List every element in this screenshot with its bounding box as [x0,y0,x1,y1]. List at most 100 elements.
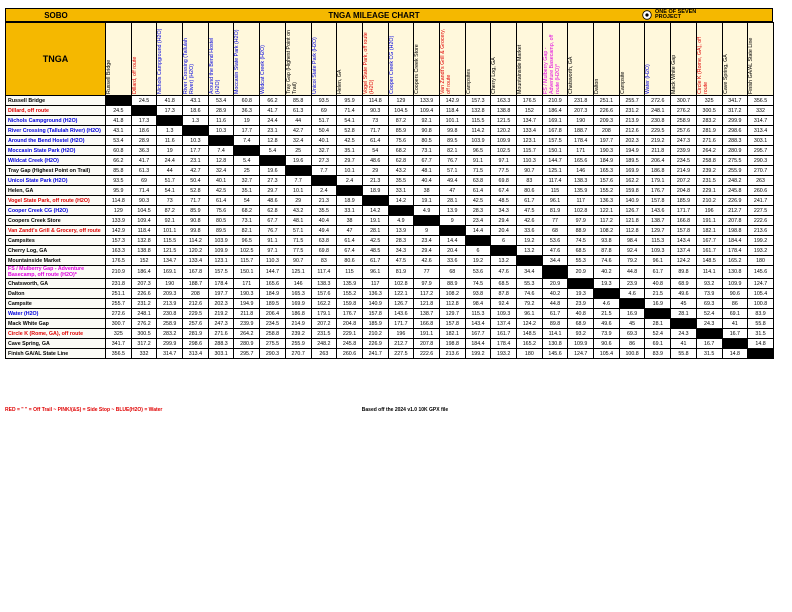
mileage-cell: 271.6 [207,328,235,339]
mileage-cell: 28.1 [644,318,672,329]
mileage-cell: 356.5 [105,348,132,359]
mileage-cell: 14.8 [747,338,774,349]
mileage-cell: 104.5 [387,105,415,116]
mileage-cell: 68.9 [567,318,595,329]
mileage-cell: 222.6 [747,215,774,226]
mileage-cell: 62.8 [387,155,415,166]
mileage-cell: 12.8 [259,135,286,146]
mileage-cell: 227.5 [747,205,774,216]
mileage-cell: 43.1 [182,95,209,106]
mileage-cell: 120.2 [182,245,209,256]
column-header: Campsite [618,22,646,96]
direction: SOBO [44,10,68,20]
mileage-cell: 14.8 [721,348,749,359]
mileage-cell: 41 [670,338,697,349]
mileage-cell: 25 [233,165,261,176]
column-label: Mountainside Market [517,44,523,94]
mileage-cell: 145.6 [747,265,774,279]
mileage-cell: 114.8 [105,195,132,206]
mileage-cell: 314.7 [156,348,184,359]
mileage-cell: 226.6 [130,288,158,299]
mileage-cell: 77.5 [490,165,517,176]
mileage-cell: 55.8 [747,318,774,329]
mileage-cell: 211.8 [233,308,261,319]
mileage-cell: 52.4 [695,308,723,319]
mileage-cell: 14.2 [361,205,389,216]
mileage-cell: 280.9 [233,338,261,349]
mileage-cell: 182.1 [695,225,723,236]
mileage-cell: 157.5 [541,135,569,146]
mileage-cell: 90.8 [182,215,209,226]
row-label: Moccasin State Park (H2O) [5,145,106,156]
mileage-cell: 48.1 [413,165,440,176]
mileage-cell: 14.2 [387,195,415,206]
mileage-cell: 165.2 [721,255,749,266]
mileage-cell: 61.4 [464,185,492,196]
mileage-cell: 112.8 [618,225,646,236]
mileage-cell: 110.3 [259,255,286,266]
mileage-cell: 191.1 [695,215,723,226]
mileage-cell: 263 [310,348,338,359]
mileage-cell: 67.7 [413,155,440,166]
diagonal-cell [259,155,286,166]
mileage-cell: 18.6 [130,125,158,136]
mileage-cell: 69.3 [695,298,723,309]
mileage-cell: 171 [567,145,595,156]
column-header: Vogel State Park, off route (H2O) [361,22,389,96]
mileage-cell: 157.5 [207,265,235,279]
mileage-cell: 299.9 [721,115,749,126]
mileage-cell: 121.5 [490,115,517,126]
mileage-cell: 89.8 [670,265,697,279]
mileage-cell: 176.5 [516,95,543,106]
mileage-cell: 45 [618,318,646,329]
column-label: Helen, GA [337,69,344,94]
mileage-cell: 272.6 [644,95,672,106]
mileage-cell: 35.5 [310,205,338,216]
mileage-cell: 295.7 [747,145,774,156]
mileage-cell: 98.4 [618,235,646,246]
mileage-cell: 5.4 [259,145,286,156]
mileage-cell: 71.4 [130,185,158,196]
mileage-cell: 42.5 [464,195,492,206]
row: Coopers Creek Store 133.9 109.4 92.1 90.8 80.… [5,215,774,226]
mileage-cell: 93.8 [593,235,620,246]
mileage-cell: 152 [130,255,158,266]
mileage-cell: 165.6 [567,155,595,166]
mileage-cell: 19.2 [464,255,492,266]
mileage-cell: 182.1 [438,328,466,339]
mileage-cell: 196 [695,205,723,216]
mileage-cell: 125.1 [284,265,312,279]
mileage-cell: 44.8 [541,298,569,309]
column-label: Coopers Creek Store [414,44,421,94]
mileage-cell: 10.1 [336,165,363,176]
mileage-cell: 93.5 [105,175,132,186]
mileage-cell: 48.5 [361,245,389,256]
mileage-cell: 290.3 [747,155,774,166]
column-label: Campsite [619,71,626,94]
mileage-cell: 21.3 [310,195,338,206]
mileage-cell: 71.7 [361,125,389,136]
mileage-cell: 85.8 [284,95,312,106]
mileage-cell: 28.3 [464,205,492,216]
mileage-cell: 178.4 [721,245,749,256]
mileage-cell: 275.5 [259,338,286,349]
row: Around the Bend Hostel (H2O) 53.4 28.9 11.6… [5,135,774,146]
row-label: Vogel State Park, off route (H2O) [5,195,106,206]
mileage-cell: 210.9 [541,95,569,106]
mileage-cell: 24.3 [695,318,723,329]
mileage-cell: 210.9 [105,265,132,279]
mileage-cell: 87.2 [156,205,184,216]
diagonal-cell [438,225,466,236]
mileage-cell: 42.7 [182,165,209,176]
mileage-cell: 24.5 [105,105,132,116]
mileage-cell: 34.3 [387,245,415,256]
mileage-cell: 61.7 [516,195,543,206]
mileage-cell: 155.2 [593,185,620,196]
mileage-cell: 57.1 [438,165,466,176]
mileage-cell: 54 [361,145,389,156]
mileage-cell: 43.1 [105,125,132,136]
row: Van Zandt's Grill & Grocery, off route 14… [5,225,774,236]
mileage-cell: 75.6 [207,205,235,216]
mileage-cell: 1.3 [182,115,209,126]
mileage-cell: 71.5 [464,165,492,176]
